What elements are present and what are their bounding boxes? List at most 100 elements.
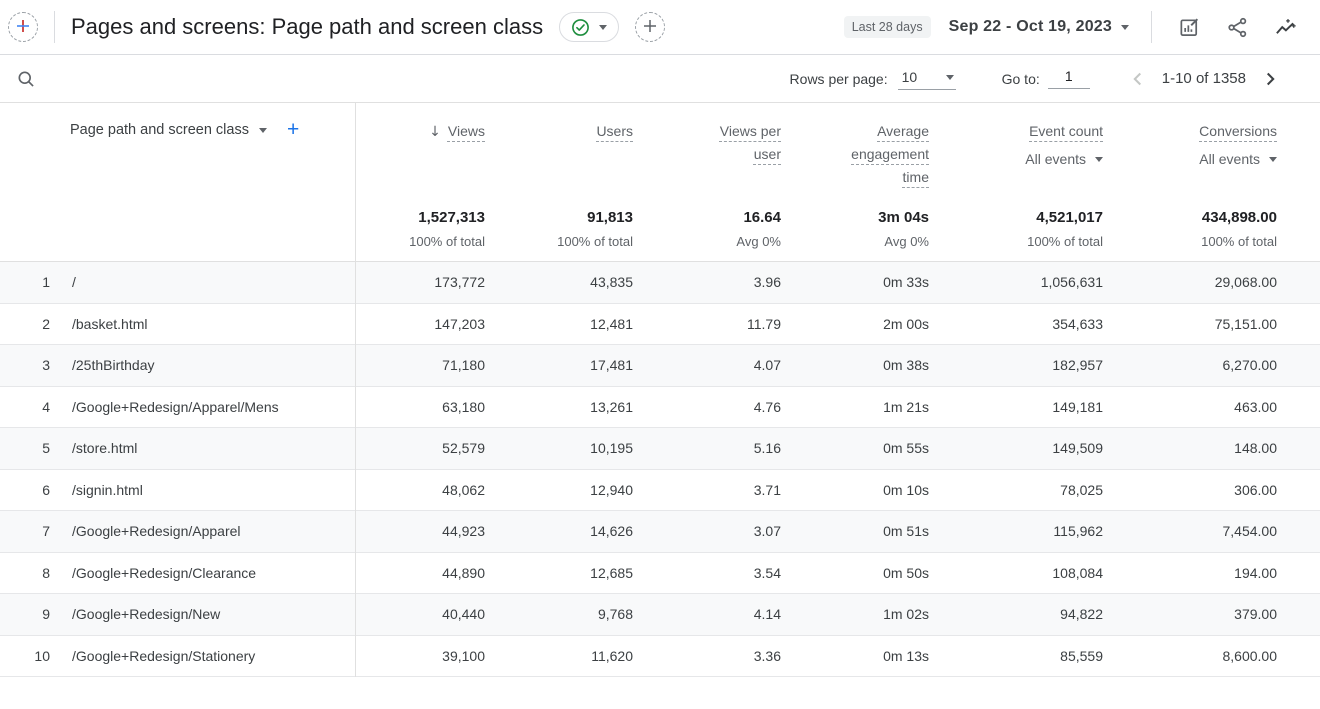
page-path: /25thBirthday [72, 357, 155, 374]
row-index: 5 [42, 440, 50, 457]
column-header-event-count[interactable]: Event count [1029, 123, 1103, 139]
report-status-dropdown[interactable] [559, 12, 620, 42]
event-count-value: 149,509 [1052, 440, 1103, 457]
users-value: 14,626 [590, 523, 633, 540]
views-value: 173,772 [434, 274, 485, 291]
chevron-right-icon [1259, 68, 1281, 90]
table-row[interactable]: 3 /25thBirthday 71,180 17,481 4.07 0m 38… [0, 345, 1320, 387]
event-count-value: 85,559 [1060, 647, 1103, 664]
insights-icon [1274, 16, 1297, 39]
total-views-sub: 100% of total [409, 234, 485, 249]
page-path: /Google+Redesign/New [72, 606, 221, 623]
views-value: 52,579 [442, 440, 485, 457]
customize-report-icon [1178, 16, 1201, 39]
goto-page-input[interactable] [1047, 68, 1090, 89]
event-count-filter-dropdown[interactable]: All events [929, 151, 1103, 167]
row-index: 4 [42, 398, 50, 415]
event-count-filter-value: All events [1025, 151, 1086, 167]
page-path: /Google+Redesign/Apparel [72, 523, 241, 540]
conversions-value: 29,068.00 [1214, 274, 1277, 291]
total-conversions: 434,898.00 [1201, 209, 1277, 226]
conversions-value: 8,600.00 [1222, 647, 1278, 664]
table-header-row: Page path and screen class + ↓ Views User… [0, 103, 1320, 200]
column-header-views[interactable]: Views [447, 123, 485, 139]
pagination-controls: Rows per page: 10 Go to: 1-10 of 1358 [790, 65, 1284, 93]
conversions-value: 148.00 [1234, 440, 1277, 457]
caret-down-icon [599, 24, 608, 30]
add-dimension-icon[interactable]: + [286, 118, 300, 141]
insights-button[interactable] [1270, 12, 1300, 42]
avg-engagement-time-value: 0m 33s [883, 274, 929, 291]
total-event-count: 4,521,017 [1036, 209, 1103, 226]
date-range-selector[interactable]: Sep 22 - Oct 19, 2023 [949, 18, 1129, 36]
conversions-value: 194.00 [1234, 564, 1277, 581]
table-row[interactable]: 4 /Google+Redesign/Apparel/Mens 63,180 1… [0, 387, 1320, 428]
event-count-value: 149,181 [1052, 398, 1103, 415]
search-button[interactable] [10, 63, 42, 95]
avg-engagement-time-value: 0m 50s [883, 564, 929, 581]
column-header-conversions[interactable]: Conversions [1199, 123, 1277, 139]
row-index: 8 [42, 564, 50, 581]
views-per-user-value: 3.36 [753, 647, 781, 664]
customize-report-button[interactable] [1174, 12, 1204, 42]
event-count-value: 108,084 [1052, 564, 1103, 581]
share-report-button[interactable] [1222, 12, 1252, 42]
users-value: 12,940 [590, 481, 633, 498]
rows-per-page-select[interactable]: 10 [897, 67, 956, 90]
table-row[interactable]: 9 /Google+Redesign/New 40,440 9,768 4.14… [0, 594, 1320, 636]
event-count-value: 94,822 [1060, 606, 1103, 623]
pagination-range: 1-10 of 1358 [1161, 70, 1246, 87]
table-row[interactable]: 2 /basket.html 147,203 12,481 11.79 2m 0… [0, 304, 1320, 345]
table-row[interactable]: 1 / 173,772 43,835 3.96 0m 33s 1,056,631… [0, 262, 1320, 304]
avg-engagement-time-value: 0m 55s [883, 440, 929, 457]
column-header-views-per-user[interactable]: Views per user [719, 123, 781, 162]
add-report-button[interactable] [635, 12, 666, 42]
row-index: 10 [34, 647, 50, 664]
dimension-header[interactable]: Page path and screen class [70, 122, 249, 138]
plus-icon [16, 19, 30, 36]
users-value: 12,685 [590, 564, 633, 581]
chevron-left-icon [1127, 68, 1149, 90]
next-page-button[interactable] [1256, 65, 1284, 93]
totals-row: 1,527,313 100% of total 91,813 100% of tot… [0, 200, 1320, 262]
column-header-users[interactable]: Users [596, 123, 633, 139]
event-count-value: 1,056,631 [1040, 274, 1103, 291]
total-avg-engagement-time-sub: Avg 0% [884, 234, 929, 249]
avg-engagement-time-value: 0m 10s [883, 481, 929, 498]
table-row[interactable]: 10 /Google+Redesign/Stationery 39,100 11… [0, 636, 1320, 677]
conversions-value: 306.00 [1234, 481, 1277, 498]
caret-down-icon [1269, 156, 1277, 162]
users-value: 17,481 [590, 357, 633, 374]
page-title: Pages and screens: Page path and screen … [71, 14, 544, 39]
views-value: 71,180 [442, 357, 485, 374]
previous-page-button[interactable] [1124, 65, 1152, 93]
row-index: 2 [42, 315, 50, 332]
table-row[interactable]: 5 /store.html 52,579 10,195 5.16 0m 55s … [0, 428, 1320, 470]
views-value: 63,180 [442, 398, 485, 415]
add-comparison-button[interactable] [8, 12, 38, 42]
table-row[interactable]: 6 /signin.html 48,062 12,940 3.71 0m 10s… [0, 470, 1320, 511]
column-header-avg-engagement-time[interactable]: Average engagement time [851, 123, 929, 185]
table-body: 1 / 173,772 43,835 3.96 0m 33s 1,056,631… [0, 262, 1320, 677]
rows-per-page-label: Rows per page: [789, 70, 888, 87]
page-path: /Google+Redesign/Stationery [72, 647, 256, 664]
row-index: 3 [42, 357, 50, 374]
conversions-filter-dropdown[interactable]: All events [1103, 151, 1277, 167]
table-row[interactable]: 7 /Google+Redesign/Apparel 44,923 14,626… [0, 511, 1320, 553]
dimension-dropdown-icon[interactable] [258, 128, 267, 133]
report-header: Pages and screens: Page path and screen … [0, 0, 1320, 55]
users-value: 13,261 [590, 398, 633, 415]
views-per-user-value: 3.54 [753, 564, 781, 581]
views-value: 44,890 [442, 564, 485, 581]
page-path: /basket.html [72, 315, 148, 332]
page-path: /signin.html [72, 481, 143, 498]
check-circle-icon [571, 18, 590, 37]
users-value: 43,835 [590, 274, 633, 291]
goto-page-label: Go to: [1001, 70, 1040, 87]
table-row[interactable]: 8 /Google+Redesign/Clearance 44,890 12,6… [0, 553, 1320, 594]
users-value: 11,620 [591, 647, 633, 664]
conversions-filter-value: All events [1199, 151, 1260, 167]
views-value: 40,440 [442, 606, 485, 623]
plus-icon [643, 19, 657, 36]
avg-engagement-time-value: 2m 00s [883, 315, 929, 332]
